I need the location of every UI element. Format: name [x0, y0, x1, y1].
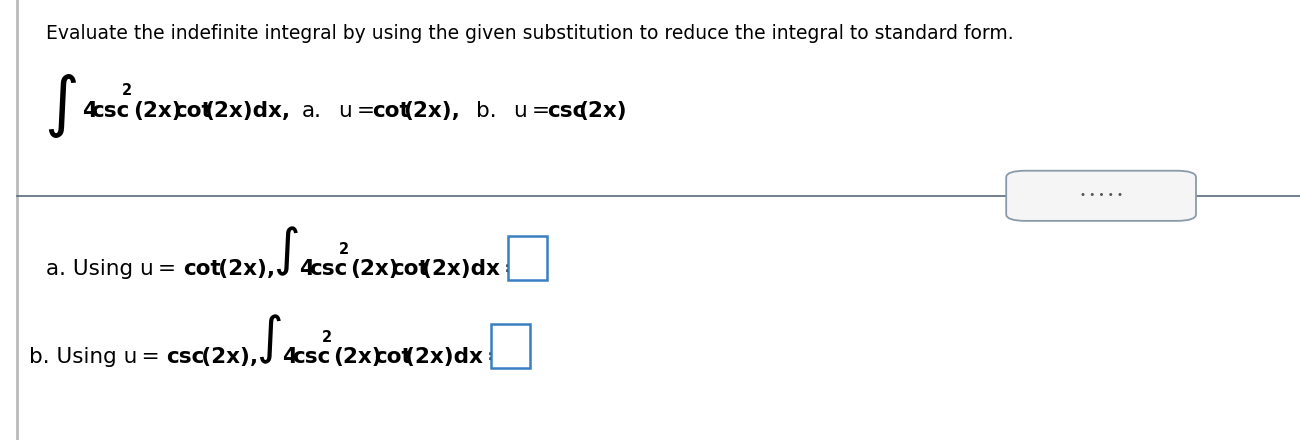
Text: cot: cot	[391, 259, 429, 279]
Text: • • • • •: • • • • •	[1079, 190, 1123, 200]
Text: (2x)dx =: (2x)dx =	[404, 347, 504, 367]
Text: 4: 4	[282, 347, 298, 367]
Text: $\int$: $\int$	[44, 72, 77, 139]
FancyBboxPatch shape	[1006, 171, 1196, 221]
Text: 4: 4	[82, 101, 96, 121]
Text: cot: cot	[374, 347, 412, 367]
Text: (2x): (2x)	[577, 101, 627, 121]
Text: (2x): (2x)	[334, 347, 382, 367]
FancyBboxPatch shape	[508, 236, 547, 280]
Text: b. Using u =: b. Using u =	[29, 347, 164, 367]
Text: Evaluate the indefinite integral by using the given substitution to reduce the i: Evaluate the indefinite integral by usin…	[46, 24, 1013, 43]
Text: 4: 4	[299, 259, 315, 279]
Text: (2x),: (2x),	[403, 101, 460, 121]
Text: u =: u =	[339, 101, 380, 121]
Text: 2: 2	[322, 330, 333, 345]
FancyBboxPatch shape	[491, 324, 530, 368]
Text: b.: b.	[476, 101, 497, 121]
Text: a. Using u =: a. Using u =	[46, 259, 179, 279]
Text: (2x),: (2x),	[213, 259, 274, 279]
Text: $\int$: $\int$	[256, 312, 281, 366]
Text: (2x)dx,: (2x)dx,	[204, 101, 291, 121]
Text: 2: 2	[122, 84, 131, 99]
Text: cot: cot	[183, 259, 221, 279]
Text: cot: cot	[373, 101, 411, 121]
Text: (2x)dx =: (2x)dx =	[421, 259, 521, 279]
Text: csc: csc	[291, 347, 330, 367]
Text: csc: csc	[91, 101, 130, 121]
Text: csc: csc	[547, 101, 586, 121]
Text: u =: u =	[514, 101, 554, 121]
Text: (2x),: (2x),	[196, 347, 257, 367]
Text: cot: cot	[174, 101, 212, 121]
Text: $\int$: $\int$	[273, 224, 298, 278]
Text: (2x): (2x)	[351, 259, 399, 279]
Text: csc: csc	[166, 347, 204, 367]
Text: csc: csc	[308, 259, 347, 279]
Text: a.: a.	[302, 101, 321, 121]
Text: 2: 2	[339, 242, 350, 257]
Text: (2x): (2x)	[133, 101, 182, 121]
